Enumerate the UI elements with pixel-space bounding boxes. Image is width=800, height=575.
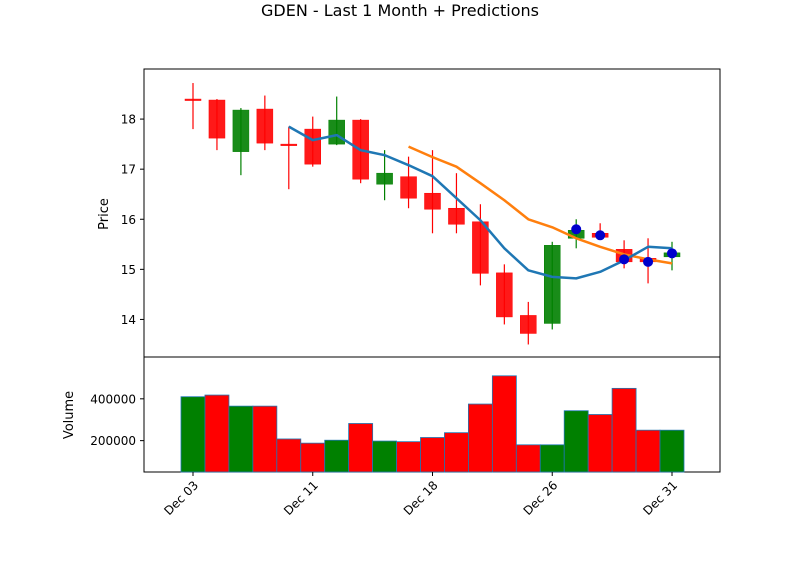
volume-bar-10 (420, 437, 445, 473)
volume-bar-7 (348, 423, 374, 473)
volume-y-axis: 200000 400000 (90, 392, 144, 448)
prediction-point-3 (643, 256, 654, 267)
volume-bar-11 (444, 432, 469, 473)
ma-short-line (288, 125, 673, 280)
chart-title: GDEN - Last 1 Month + Predictions (261, 1, 539, 20)
candle-body-15 (544, 245, 561, 324)
price-y-label: Price (97, 198, 112, 230)
candle-body-1 (208, 99, 226, 139)
candle-body-0 (184, 98, 202, 101)
volume-ytick-label-1: 400000 (90, 392, 136, 406)
candle-body-10 (424, 192, 441, 210)
volume-bar-1 (204, 394, 230, 473)
volume-bar-15 (539, 444, 565, 473)
x-tick-label-4: Dec 31 (640, 478, 680, 518)
price-ytick-label-2: 16 (121, 213, 136, 227)
price-panel: 14 15 16 17 18 Price (97, 68, 721, 358)
volume-bar-3 (252, 405, 278, 473)
prediction-point-4 (667, 248, 677, 259)
volume-bar-5 (300, 442, 326, 473)
prediction-point-1 (595, 230, 606, 241)
candle-body-3 (256, 108, 274, 144)
volume-bar-0 (180, 396, 206, 473)
volume-panel: 200000 400000 Volume (62, 356, 721, 473)
candle-body-14 (520, 315, 537, 334)
volume-bar-16 (563, 410, 589, 473)
candle-body-13 (496, 272, 513, 318)
volume-bar-19 (635, 429, 661, 473)
prediction-points (571, 224, 677, 267)
candle-body-5 (304, 128, 321, 165)
candle-body-6 (328, 119, 345, 145)
candle-body-9 (400, 176, 417, 199)
volume-y-label: Volume (62, 391, 77, 439)
volume-bar-14 (515, 444, 541, 473)
volume-bar-2 (228, 405, 254, 473)
volume-ytick-label-0: 200000 (90, 434, 136, 448)
prediction-point-2 (619, 254, 630, 265)
volume-bar-8 (372, 440, 398, 473)
prediction-point-0 (571, 224, 582, 235)
x-tick-label-1: Dec 11 (281, 478, 321, 518)
price-ytick-label-0: 14 (121, 313, 136, 327)
volume-bar-17 (587, 414, 613, 473)
candle-body-2 (232, 109, 250, 152)
price-ytick-label-1: 15 (121, 263, 136, 277)
volume-bar-4 (276, 438, 302, 473)
volume-bar-13 (491, 375, 517, 473)
volume-bars (180, 375, 685, 473)
candle-body-4 (280, 143, 298, 146)
price-ytick-label-3: 17 (121, 163, 136, 177)
moving-average-lines (288, 125, 673, 280)
volume-bar-12 (467, 403, 493, 473)
volume-bar-6 (324, 439, 350, 473)
price-candles (184, 83, 681, 345)
price-ytick-label-4: 18 (121, 113, 136, 127)
volume-bar-18 (611, 387, 637, 473)
volume-bar-9 (396, 441, 421, 473)
x-tick-label-0: Dec 03 (161, 478, 201, 518)
x-axis: Dec 03 Dec 11 Dec 18 Dec 26 Dec 31 (161, 472, 680, 518)
x-tick-label-2: Dec 18 (401, 478, 441, 518)
candle-body-8 (376, 172, 393, 185)
candle-body-11 (448, 207, 465, 225)
ma-long-line (408, 145, 673, 265)
price-y-axis: 14 15 16 17 18 (121, 113, 144, 327)
candle-body-12 (472, 221, 489, 274)
volume-bar-20 (659, 429, 685, 473)
x-tick-label-3: Dec 26 (521, 478, 561, 518)
